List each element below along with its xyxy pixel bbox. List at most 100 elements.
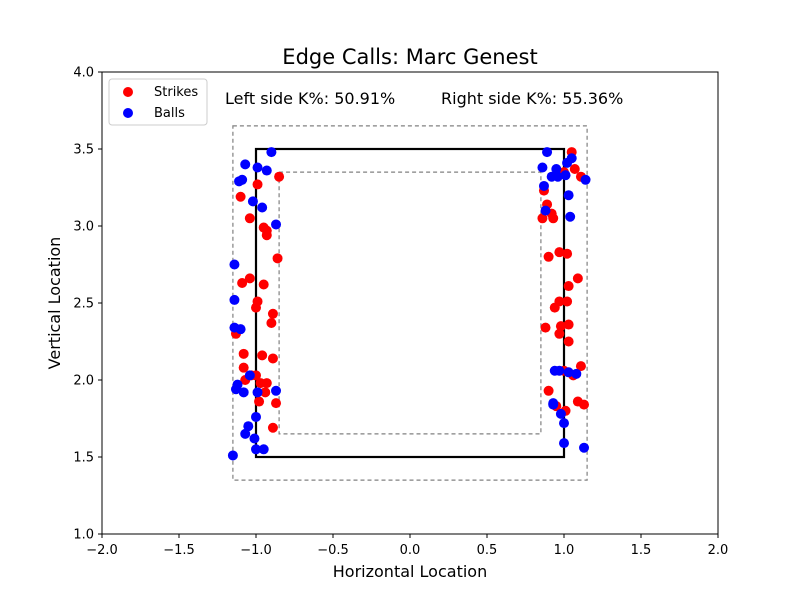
- strike-point: [554, 296, 565, 307]
- x-tick-label: −2.0: [86, 543, 118, 558]
- y-tick-label: 1.5: [73, 451, 94, 466]
- ball-point: [566, 153, 577, 164]
- chart-title: Edge Calls: Marc Genest: [282, 45, 537, 69]
- points-layer: [227, 147, 591, 461]
- ball-point: [240, 159, 251, 170]
- ball-point: [542, 147, 553, 158]
- ball-point: [237, 174, 248, 185]
- ball-point: [244, 370, 255, 381]
- plot-area: [101, 71, 719, 535]
- ball-point: [559, 418, 569, 429]
- strike-point: [537, 213, 548, 224]
- strike-point: [563, 281, 574, 292]
- inner-zone: [278, 171, 542, 435]
- strike-point: [554, 247, 565, 258]
- ball-point: [232, 379, 243, 390]
- x-tick-label: 1.5: [631, 543, 652, 558]
- ball-point: [579, 442, 590, 453]
- x-axis: −2.0 −1.5 −1.0 −0.5 0.0 0.5 1.0 1.5 2.0: [86, 534, 728, 558]
- right-k-annotation: Right side K%: 55.36%: [441, 89, 623, 108]
- ball-point: [229, 294, 240, 305]
- left-k-annotation: Left side K%: 50.91%: [225, 89, 395, 108]
- ball-point: [257, 202, 268, 213]
- ball-point: [235, 324, 246, 335]
- strike-point: [554, 328, 565, 339]
- x-tick-label: −0.5: [317, 543, 349, 558]
- x-tick-label: 0.0: [400, 543, 421, 558]
- strike-point: [540, 322, 551, 333]
- ball-point: [266, 147, 277, 158]
- strike-point: [563, 319, 574, 330]
- x-tick-label: −1.5: [163, 543, 195, 558]
- x-tick-label: 0.5: [477, 543, 498, 558]
- legend-marker-balls: [123, 108, 133, 118]
- strike-point: [260, 387, 271, 398]
- ball-point: [243, 421, 254, 432]
- strike-point: [257, 350, 268, 361]
- ball-point: [227, 450, 238, 461]
- ball-point: [247, 196, 258, 207]
- strike-point: [271, 398, 282, 409]
- ball-point: [559, 438, 569, 449]
- strike-point: [569, 164, 580, 175]
- strike-point: [575, 361, 586, 372]
- x-axis-label: Horizontal Location: [333, 562, 487, 581]
- ball-point: [252, 387, 263, 398]
- strike-point: [267, 422, 278, 433]
- ball-point: [271, 219, 282, 230]
- ball-point: [571, 368, 582, 379]
- strike-point: [572, 273, 583, 284]
- strike-point: [237, 277, 248, 288]
- ball-point: [240, 428, 251, 439]
- strike-point: [548, 213, 559, 224]
- x-tick-label: 1.0: [554, 543, 575, 558]
- ball-point: [551, 164, 562, 175]
- series-balls: [227, 147, 591, 461]
- strike-point: [543, 251, 554, 262]
- ball-point: [580, 174, 591, 185]
- ball-point: [538, 180, 549, 191]
- strike-point: [235, 191, 246, 202]
- strike-point: [266, 318, 277, 329]
- ball-point: [261, 165, 272, 176]
- strike-point: [261, 230, 272, 241]
- strike-point: [579, 399, 590, 410]
- strike-point: [563, 336, 574, 347]
- series-strikes: [230, 147, 590, 433]
- strike-point: [543, 385, 554, 396]
- y-tick-label: 3.5: [73, 143, 94, 158]
- legend-marker-strikes: [123, 87, 133, 97]
- y-tick-label: 3.0: [73, 220, 94, 235]
- strike-point: [244, 213, 255, 224]
- legend: Strikes Balls: [108, 78, 208, 126]
- strike-point: [252, 296, 263, 307]
- ball-point: [563, 190, 574, 201]
- strike-point: [562, 248, 573, 259]
- ball-point: [258, 444, 269, 455]
- ball-point: [554, 365, 565, 376]
- ball-point: [251, 444, 261, 455]
- ball-point: [552, 171, 563, 182]
- strike-point: [244, 273, 255, 284]
- strike-point: [261, 378, 272, 389]
- strike-point: [562, 296, 573, 307]
- ball-point: [565, 211, 576, 222]
- strike-point: [252, 179, 263, 190]
- strike-point: [238, 348, 249, 359]
- y-tick-label: 2.0: [73, 374, 94, 389]
- strike-point: [555, 321, 566, 332]
- ball-point: [229, 259, 240, 270]
- ball-point: [251, 411, 261, 422]
- strike-point: [238, 362, 249, 373]
- legend-label-balls: Balls: [154, 106, 185, 121]
- x-tick-label: −1.0: [240, 543, 272, 558]
- x-tick-label: 2.0: [708, 543, 729, 558]
- strike-point: [267, 308, 278, 319]
- legend-box: [108, 78, 208, 126]
- ball-point: [271, 385, 282, 396]
- y-tick-label: 2.5: [73, 297, 94, 312]
- strike-point: [258, 279, 269, 290]
- strike-point: [254, 396, 265, 407]
- y-tick-label: 4.0: [73, 66, 94, 81]
